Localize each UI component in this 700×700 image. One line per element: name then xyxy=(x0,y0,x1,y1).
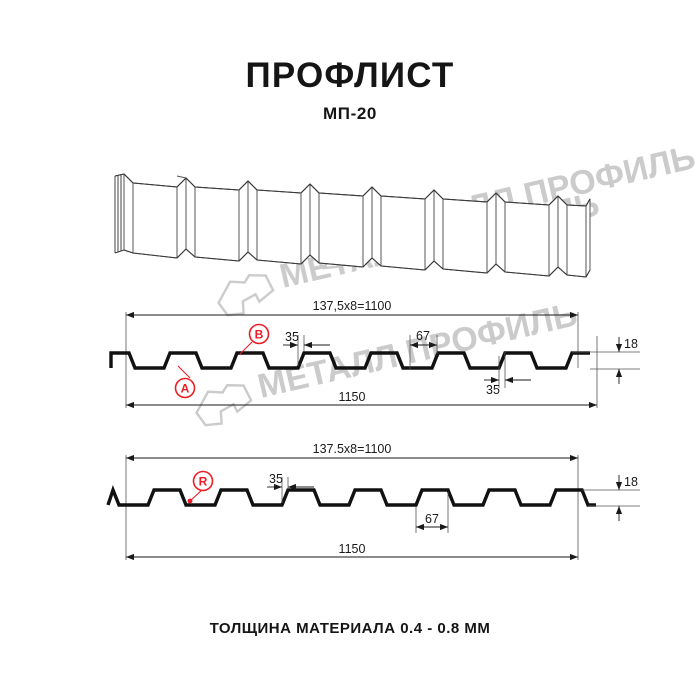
dimension-label-67-a: 67 xyxy=(416,329,430,343)
dimension-18-r: 18 xyxy=(582,475,640,521)
extension-lines-a xyxy=(125,312,598,408)
dimension-label-35-a-bottom: 35 xyxy=(486,383,500,397)
callout-label-b: B xyxy=(255,328,264,342)
page-title: ПРОФЛИСТ xyxy=(245,56,455,95)
callout-r: R xyxy=(187,470,214,504)
profiled-sheet-3d xyxy=(114,173,591,278)
callout-label-r: R xyxy=(199,475,208,489)
dimension-label-67-r: 67 xyxy=(425,512,439,526)
dimension-67-r: 67 xyxy=(415,492,449,533)
dimension-label-18-r: 18 xyxy=(624,475,638,489)
dimension-label-18-a: 18 xyxy=(624,337,638,351)
dimension-1100-r: 137.5x8=1100 xyxy=(126,442,578,462)
dimension-label-35-r: 35 xyxy=(269,472,283,486)
profile-waveform-r xyxy=(106,485,596,507)
extension-lines-r xyxy=(125,455,579,560)
dimension-35-r: 35 xyxy=(267,472,314,503)
dimension-label-1100-r: 137.5x8=1100 xyxy=(313,442,392,456)
callout-label-a: A xyxy=(181,382,190,396)
watermark-text: МЕТАЛЛ ПРОФИЛЬ xyxy=(254,295,581,406)
dimension-35-a-bottom: 35 xyxy=(484,352,531,397)
dimension-1150-a: 1150 xyxy=(126,390,597,409)
cross-section-bottom: 137.5x8=1100 1150 35 xyxy=(106,442,640,561)
dimension-label-1100-a: 137,5x8=1100 xyxy=(313,299,392,313)
callout-a: A xyxy=(174,365,196,399)
material-thickness-note: ТОЛЩИНА МАТЕРИАЛА 0.4 - 0.8 ММ xyxy=(209,620,491,637)
dimension-label-1150-r: 1150 xyxy=(339,542,366,556)
dimension-35-a-top: 35 xyxy=(283,330,330,366)
dimension-label-1150-a: 1150 xyxy=(339,390,366,404)
dimension-label-35-a-top: 35 xyxy=(285,330,299,344)
dimension-18-a: 18 xyxy=(572,337,640,384)
cross-section-top: 137,5x8=1100 1150 35 xyxy=(109,299,640,409)
callout-b: B xyxy=(239,323,270,355)
dimension-67-a: 67 xyxy=(409,329,438,370)
dimension-1150-r: 1150 xyxy=(126,542,578,561)
page-subtitle: МП-20 xyxy=(323,104,377,123)
watermark-group: МЕТАЛЛ ПРОФИЛЬ МЕТАЛЛ ПРОФИЛЬ МЕТАЛЛ ПРО… xyxy=(190,138,699,430)
dimension-1100-a: 137,5x8=1100 xyxy=(126,299,578,319)
